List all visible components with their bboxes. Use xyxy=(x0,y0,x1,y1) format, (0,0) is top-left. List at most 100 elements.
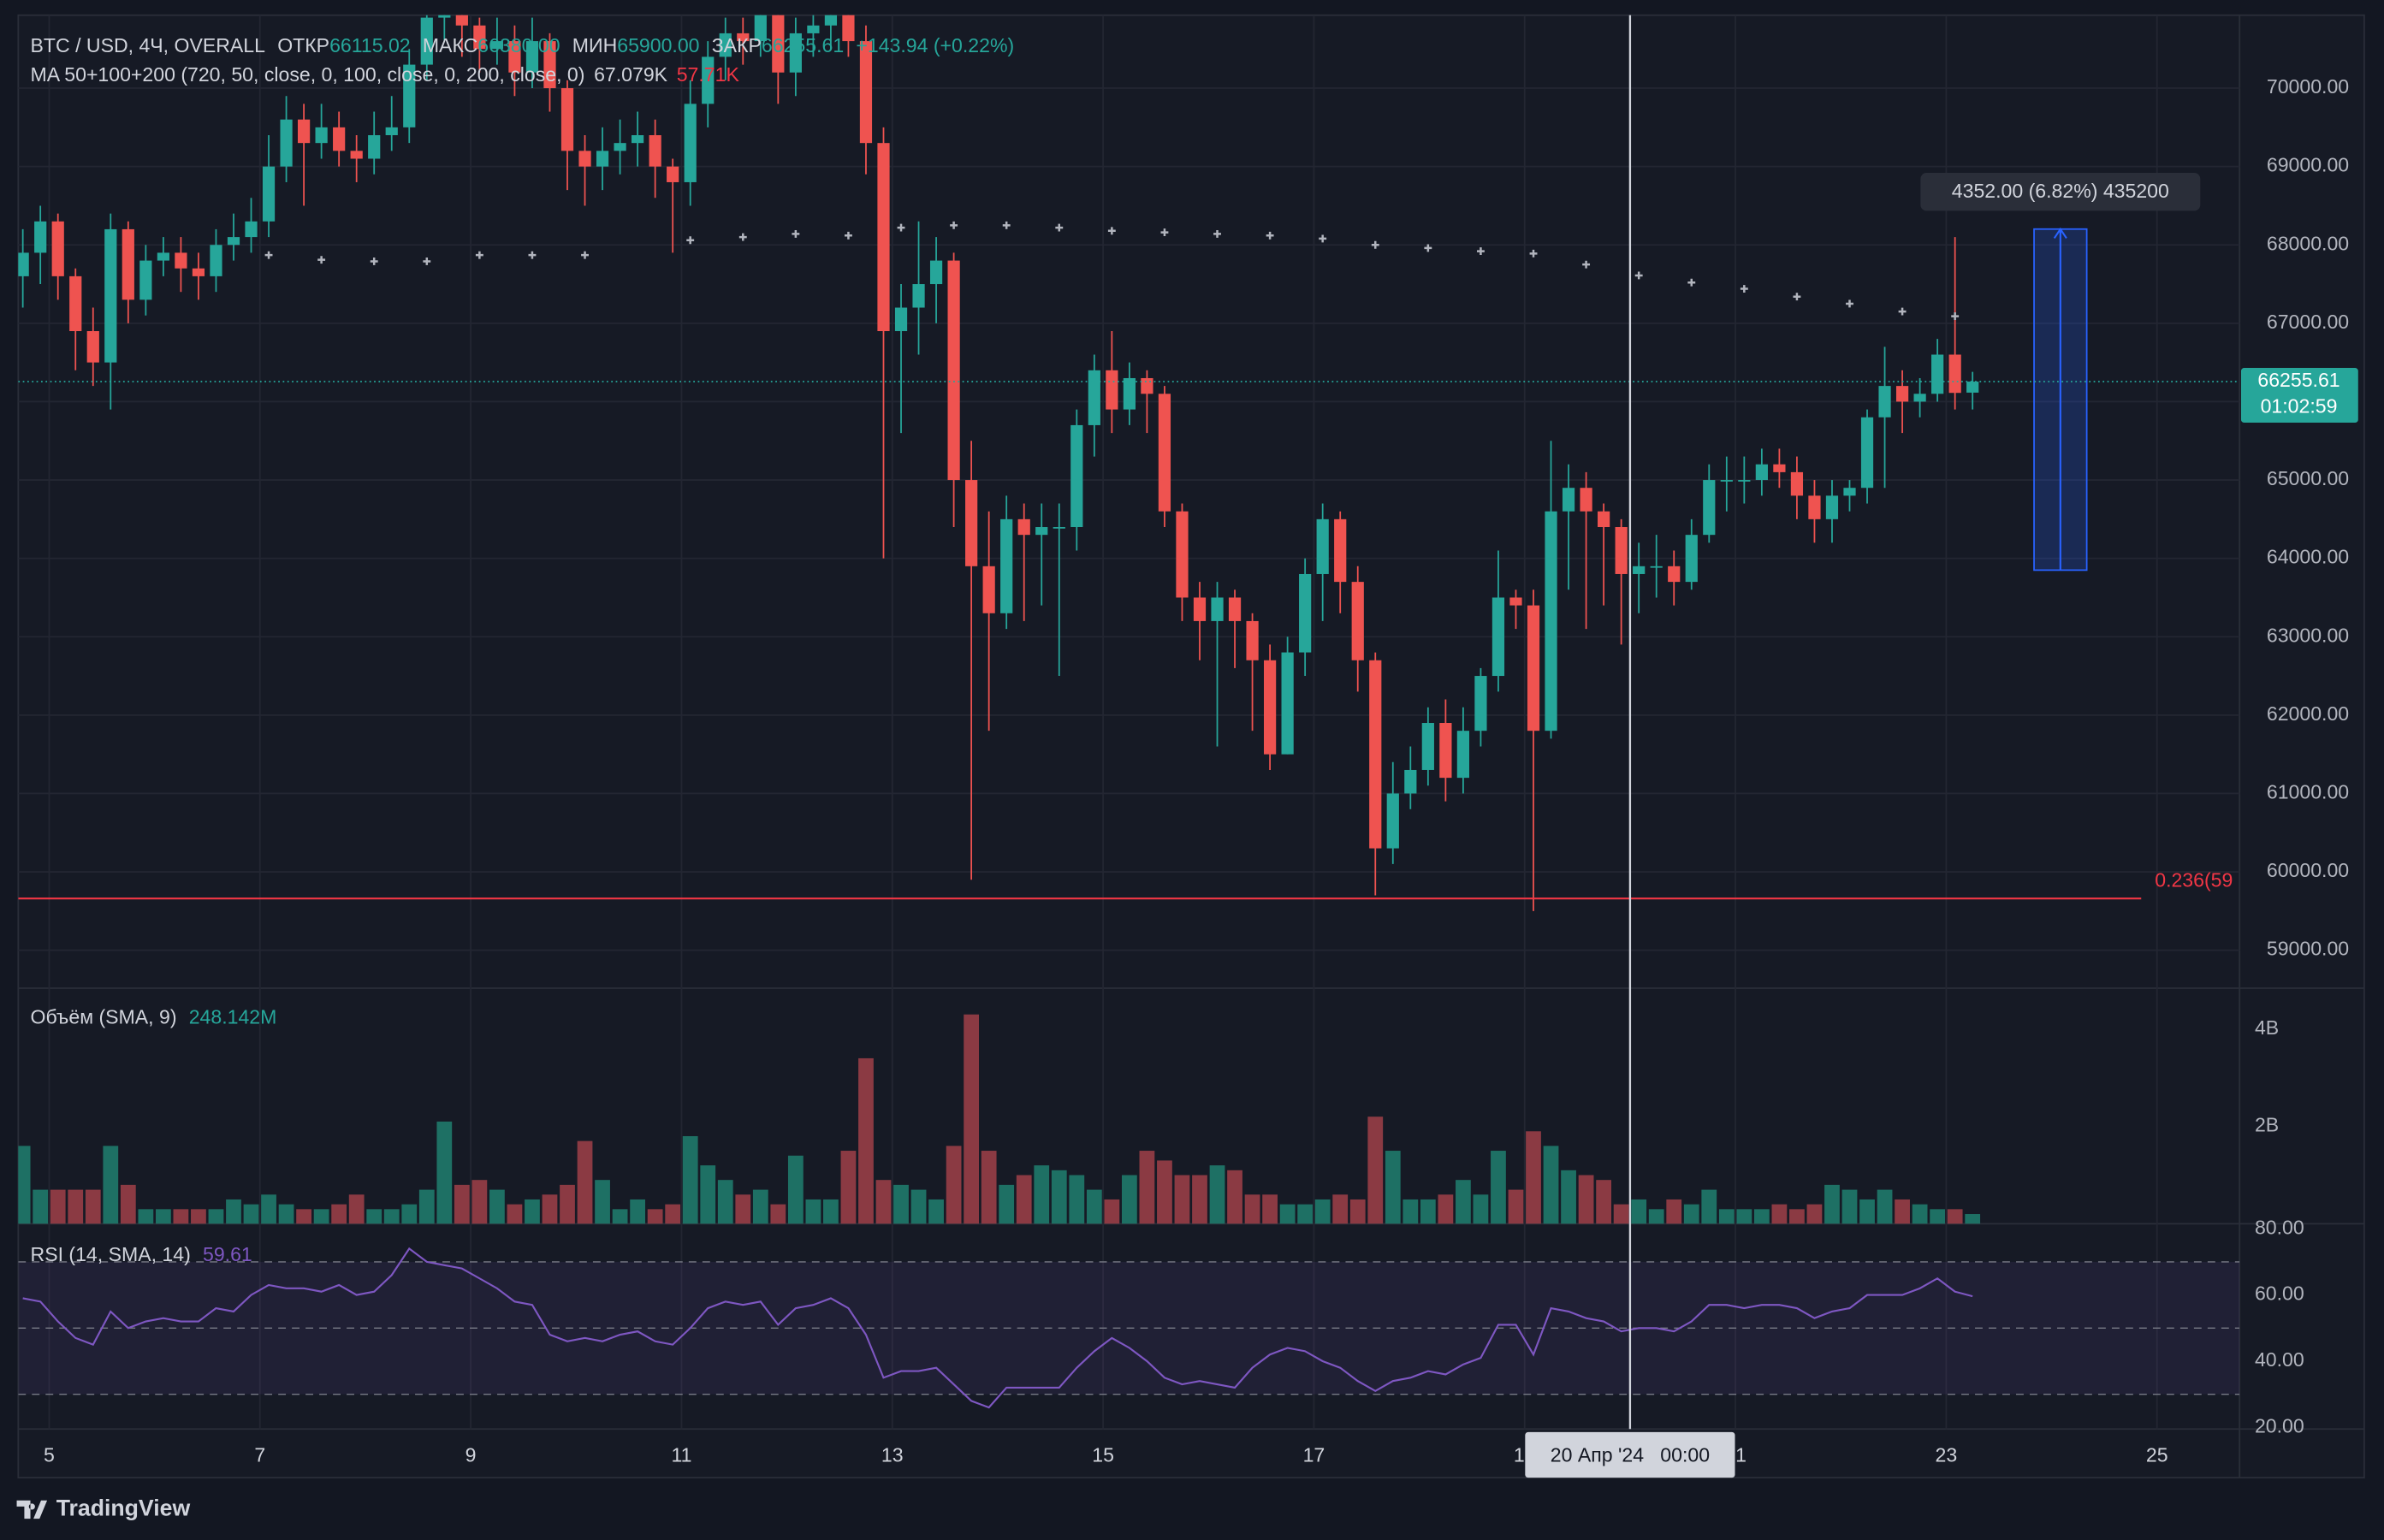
candle-body xyxy=(1825,495,1839,519)
volume-bar xyxy=(1806,1204,1823,1224)
candle-body xyxy=(578,151,591,167)
volume-bar xyxy=(348,1194,365,1224)
x-tick-label: 5 xyxy=(44,1443,55,1466)
volume-bar xyxy=(296,1209,311,1224)
volume-bar xyxy=(383,1209,400,1224)
volume-bar xyxy=(1701,1189,1717,1224)
x-tick-label: 15 xyxy=(1092,1443,1114,1466)
candle-body xyxy=(1948,354,1961,394)
candle-body xyxy=(1509,597,1522,606)
candle-body xyxy=(227,237,240,246)
candle-body xyxy=(210,245,222,276)
volume-bar xyxy=(858,1057,874,1224)
y-tick-label: 64000.00 xyxy=(2267,546,2349,568)
volume-bar xyxy=(278,1204,294,1224)
candle-body xyxy=(1615,527,1628,574)
volume-bar xyxy=(1192,1175,1207,1224)
volume-bar xyxy=(999,1184,1015,1224)
volume-pane xyxy=(18,1014,1981,1224)
ma-point xyxy=(1634,271,1643,280)
candle-body xyxy=(1017,518,1030,536)
volume-bar xyxy=(1841,1189,1858,1224)
candle-body xyxy=(157,252,169,261)
volume-bar xyxy=(313,1209,329,1224)
grid xyxy=(18,15,2240,1430)
candle-body xyxy=(543,41,556,89)
legend-text: +143.94 (+0.22%) xyxy=(856,34,1014,56)
ma-point xyxy=(528,251,537,259)
volume-bar xyxy=(1947,1209,1963,1224)
volume-bar xyxy=(981,1151,997,1224)
volume-bar xyxy=(454,1184,470,1224)
candle-body xyxy=(86,331,99,363)
y-tick-label: 80.00 xyxy=(2255,1216,2304,1238)
candle-body xyxy=(1895,386,1909,402)
candle-body xyxy=(34,221,47,253)
volume-bar xyxy=(735,1194,751,1224)
volume-bar xyxy=(560,1184,575,1224)
legend-text: ОТКР xyxy=(277,34,329,56)
candle-body xyxy=(824,15,838,26)
candle-body xyxy=(1966,382,1979,393)
candle-body xyxy=(614,143,626,151)
last-price-label: 66255.61 xyxy=(2257,369,2340,391)
ma-point xyxy=(1002,221,1011,229)
volume-bar xyxy=(577,1140,593,1224)
volume-bar xyxy=(1859,1199,1875,1224)
candle-body xyxy=(1650,566,1663,568)
volume-bar xyxy=(366,1209,383,1224)
volume-bar xyxy=(1314,1199,1331,1224)
ma-point xyxy=(1424,244,1432,252)
candle-body xyxy=(1193,597,1207,621)
candle-body xyxy=(596,151,609,167)
legend-text: 66255.61 xyxy=(762,34,844,56)
candle-body xyxy=(175,252,187,269)
volume-bar xyxy=(173,1209,189,1224)
volume-bar xyxy=(682,1135,698,1224)
candle-body xyxy=(525,41,539,73)
candle-body xyxy=(1334,518,1347,583)
ma-point xyxy=(1529,249,1538,258)
candle-body xyxy=(1106,370,1118,410)
candle-body xyxy=(649,135,661,167)
volume-bar xyxy=(1666,1199,1682,1224)
x-tick-label: 11 xyxy=(671,1443,691,1466)
ma-point xyxy=(1951,312,1960,321)
candle-body xyxy=(632,135,644,144)
volume-bar xyxy=(525,1199,540,1224)
countdown: 01:02:59 xyxy=(2261,394,2338,417)
y-tick-label: 2B xyxy=(2255,1114,2279,1136)
volume-bar xyxy=(1771,1204,1788,1224)
volume-bar xyxy=(68,1189,84,1224)
volume-bar xyxy=(1543,1146,1559,1224)
volume-bar xyxy=(823,1199,839,1224)
legend-text: МИН xyxy=(572,34,617,56)
candle-body xyxy=(912,284,925,308)
volume-bar xyxy=(120,1184,136,1224)
ma-point xyxy=(370,258,378,265)
volume-bar xyxy=(18,1146,31,1224)
candle-body xyxy=(1860,417,1874,489)
candle-body xyxy=(139,260,152,300)
volume-bar xyxy=(471,1180,488,1224)
chart-frame xyxy=(17,14,2365,1479)
ma-point xyxy=(1582,260,1591,269)
volume-bar xyxy=(1104,1199,1120,1224)
volume-bar xyxy=(1174,1175,1190,1224)
candle-body xyxy=(1808,495,1821,519)
volume-bar xyxy=(1824,1184,1840,1224)
volume-bar xyxy=(805,1199,821,1224)
candle-body xyxy=(947,260,960,481)
candle-body xyxy=(104,228,117,363)
y-tick-label: 68000.00 xyxy=(2267,232,2349,254)
volume-bar xyxy=(1051,1170,1067,1224)
volume-bar xyxy=(1157,1160,1172,1224)
y-tick-label: 69000.00 xyxy=(2267,154,2349,176)
volume-bar xyxy=(752,1189,768,1224)
volume-bar xyxy=(1965,1214,1981,1224)
y-tick-label: 20.00 xyxy=(2255,1414,2304,1436)
volume-bar xyxy=(542,1194,558,1224)
volume-bar xyxy=(208,1209,224,1224)
volume-bar xyxy=(595,1180,610,1224)
